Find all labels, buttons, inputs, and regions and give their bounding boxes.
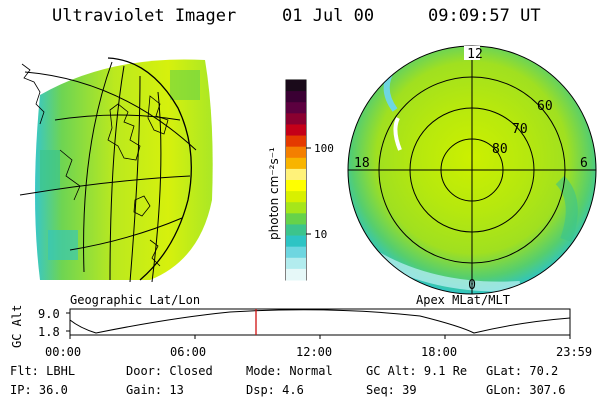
- colorbar-cell: [286, 235, 306, 248]
- info-seq: Seq: 39: [366, 383, 417, 397]
- geo-grid: [19, 61, 197, 283]
- info-door: Door: Closed: [126, 364, 213, 378]
- info-ip: IP: 36.0: [10, 383, 68, 397]
- xtick-1200: 12:00: [296, 345, 332, 359]
- xtick-0600: 06:00: [170, 345, 206, 359]
- image-date: 01 Jul 00: [282, 6, 375, 26]
- mlt-label-12: 12: [467, 47, 483, 62]
- altitude-ticks: [66, 312, 571, 339]
- xtick-2359: 23:59: [556, 345, 592, 359]
- colorbar-cell: [286, 202, 306, 214]
- xtick-1800: 18:00: [421, 345, 457, 359]
- altitude-plot-frame: [69, 308, 571, 336]
- colorbar: 100 10 photon cm⁻²s⁻¹: [267, 79, 334, 281]
- altitude-curve: [69, 309, 571, 334]
- mlat-label-70: 70: [512, 122, 528, 137]
- app-title: Ultraviolet Imager: [52, 6, 237, 26]
- geo-emission-region: [35, 59, 213, 280]
- mlt-label-0: 0: [468, 278, 476, 293]
- altitude-ytick-1-8: 1.8: [38, 325, 60, 339]
- colorbar-cell: [286, 268, 306, 281]
- colorbar-cell: [286, 91, 306, 103]
- mlat-label-80: 80: [492, 142, 508, 157]
- colorbar-cell: [286, 180, 306, 192]
- info-gc-alt: GC Alt: 9.1 Re: [366, 364, 468, 378]
- colorbar-cell: [286, 246, 306, 259]
- info-glon: GLon: 307.6: [486, 383, 566, 397]
- colorbar-cell: [286, 224, 306, 237]
- image-time: 09:09:57 UT: [428, 6, 541, 26]
- mlt-label-6: 6: [580, 156, 588, 171]
- colorbar-cell: [286, 113, 306, 125]
- earth-limb: [107, 57, 192, 281]
- info-dsp: Dsp: 4.6: [246, 383, 304, 397]
- colorbar-label-10: 10: [314, 228, 327, 241]
- geo-panel-label: Geographic Lat/Lon: [70, 293, 200, 307]
- colorbar-cell: [286, 168, 306, 181]
- colorbar-cell: [286, 124, 306, 137]
- colorbar-cell: [286, 157, 306, 170]
- polar-panel-label: Apex MLat/MLT: [416, 293, 510, 307]
- info-glat: GLat: 70.2: [486, 364, 559, 378]
- colorbar-unit: photon cm⁻²s⁻¹: [267, 147, 281, 240]
- mlt-label-18: 18: [354, 156, 370, 171]
- colorbar-cell: [286, 257, 306, 270]
- altitude-ylabel: GC Alt: [10, 305, 24, 348]
- colorbar-cell: [286, 135, 306, 148]
- colorbar-label-100: 100: [314, 142, 334, 155]
- geographic-map-panel: Geographic Lat/Lon: [19, 57, 213, 307]
- colorbar-cell: [286, 213, 306, 225]
- polar-map-panel: 12 18 6 0 60 70 80 Apex MLat/MLT: [347, 45, 597, 307]
- info-gain: Gain: 13: [126, 383, 184, 397]
- colorbar-cell: [286, 80, 306, 92]
- altitude-ytick-9: 9.0: [38, 307, 60, 321]
- mlat-label-60: 60: [537, 99, 553, 114]
- colorbar-cell: [286, 146, 306, 159]
- info-flt: Flt: LBHL: [10, 364, 76, 378]
- colorbar-cell: [286, 191, 306, 203]
- xtick-0000: 00:00: [45, 345, 81, 359]
- coastlines: [21, 63, 169, 267]
- altitude-plot: GC Alt 9.0 1.8 00:00 06:00 12:00 18:00 2…: [10, 305, 592, 359]
- info-mode: Mode: Normal: [246, 364, 333, 378]
- geo-speckle: [40, 70, 200, 260]
- colorbar-cell: [286, 102, 306, 114]
